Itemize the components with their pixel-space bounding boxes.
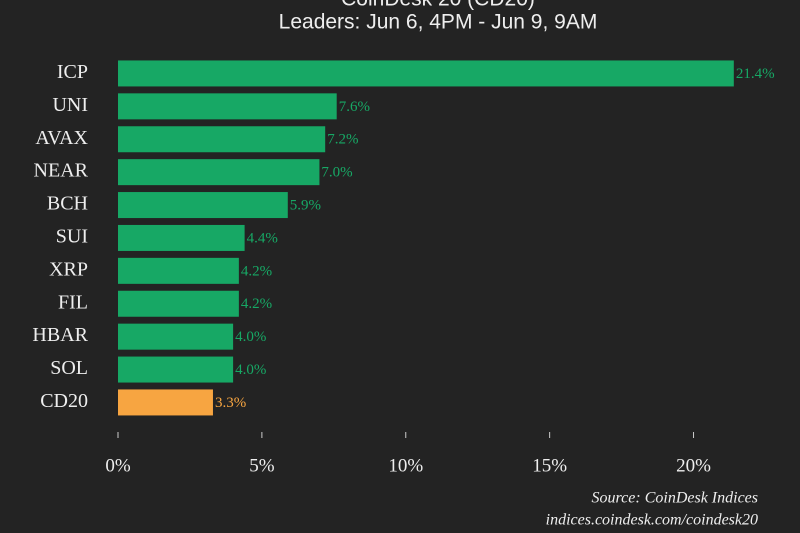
value-label: 5.9% [290, 197, 321, 213]
bar [118, 192, 288, 219]
bar [118, 60, 734, 87]
x-tick-label: 10% [388, 455, 423, 476]
value-label: 7.2% [327, 132, 358, 148]
bar [118, 323, 234, 350]
bar [118, 93, 337, 120]
y-tick-label: XRP [49, 258, 88, 280]
y-tick-label: ICP [57, 61, 88, 83]
bar [118, 257, 239, 284]
y-tick-label: NEAR [34, 160, 89, 182]
source: Source: CoinDesk Indices [592, 490, 758, 507]
value-label: 21.4% [736, 66, 775, 82]
chart-title: CoinDesk 20 (CD20) [341, 0, 535, 11]
value-label: 4.4% [247, 230, 278, 246]
x-tick-label: 15% [532, 455, 567, 476]
bar [118, 224, 245, 251]
value-label: 4.2% [241, 296, 272, 312]
x-tick-label: 20% [676, 455, 711, 476]
value-label: 7.6% [339, 99, 370, 115]
value-label: 3.3% [215, 395, 246, 411]
bar [118, 389, 213, 416]
y-tick-label: UNI [52, 94, 88, 116]
y-tick-label: SUI [56, 226, 88, 248]
bar [118, 126, 326, 153]
x-tick-label: 5% [249, 455, 275, 476]
y-tick-label: SOL [50, 357, 88, 379]
x-tick-label: 0% [105, 455, 131, 476]
value-label: 4.0% [235, 362, 266, 378]
source-url: indices.coindesk.com/coindesk20 [546, 512, 758, 529]
value-label: 7.0% [321, 165, 352, 181]
y-tick-label: CD20 [40, 390, 88, 412]
y-tick-label: BCH [47, 193, 88, 215]
value-label: 4.0% [235, 329, 266, 345]
bar [118, 159, 320, 186]
y-tick-label: FIL [58, 291, 88, 313]
bar [118, 356, 234, 383]
y-tick-label: AVAX [35, 127, 88, 149]
chart-subtitle: Leaders: Jun 6, 4PM - Jun 9, 9AM [279, 11, 598, 34]
value-label: 4.2% [241, 263, 272, 279]
bar [118, 290, 239, 317]
y-tick-label: HBAR [32, 324, 88, 346]
